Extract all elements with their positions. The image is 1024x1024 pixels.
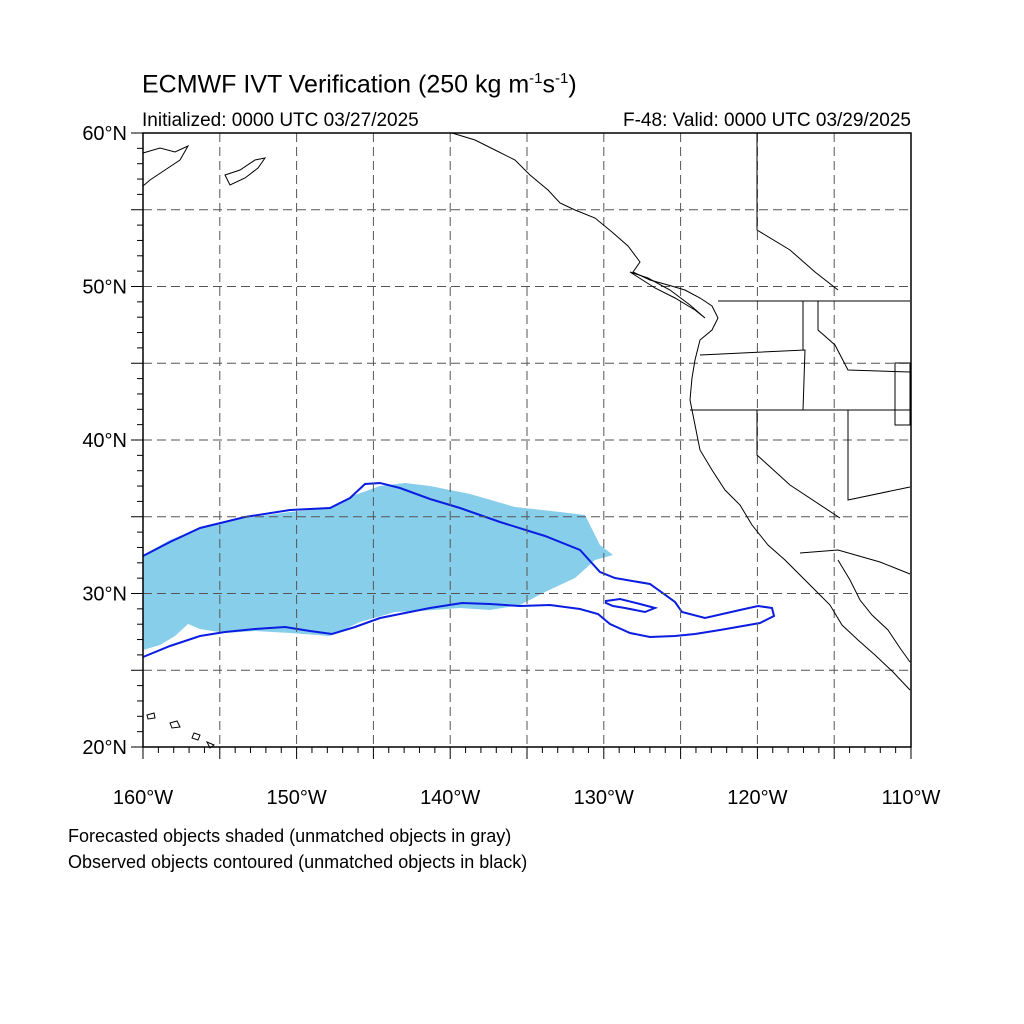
border-canada-bc-alberta [756,133,839,291]
coastline-north-america [451,132,911,691]
footnote-observed: Observed objects contoured (unmatched ob… [68,852,528,872]
title-main: ECMWF IVT Verification (250 kg m [142,70,530,99]
lat-label: 20°N [82,737,127,759]
footnote-forecast: Forecasted objects shaded (unmatched obj… [68,826,512,846]
chart-title: ECMWF IVT Verification (250 kg m-1s-1) [142,70,577,99]
lat-label: 40°N [82,430,127,452]
lon-label: 140°W [420,787,480,809]
lat-label: 30°N [82,584,127,606]
coastline-baja [837,559,911,663]
border-wyoming [894,362,911,426]
title-exponent-2: -1 [555,70,569,87]
title-close: ) [568,70,577,99]
lon-label: 160°W [113,787,173,809]
islands-hawaii [146,712,215,749]
observed-object-small-loop [605,597,659,614]
forecast-object [143,483,613,650]
islands-kodiak [224,157,267,186]
lat-label: 60°N [82,123,127,145]
title-exponent-1: -1 [529,70,543,87]
border-nevada-utah [847,410,911,501]
lon-label: 110°W [882,787,941,809]
axis-labels: 20°N 30°N 40°N 50°N 60°N 160°W 150°W 140°W 130°W… [82,123,940,809]
coastline-vancouver-island [629,271,706,319]
border-california-nevada [756,410,841,519]
lat-lon-grid [131,132,912,759]
lon-label: 130°W [574,787,634,809]
border-washington-oregon [699,349,910,411]
initialized-time: Initialized: 0000 UTC 03/27/2025 [142,110,419,131]
coastlines [142,132,911,749]
coastline-alaska [142,144,190,187]
border-us-mexico [799,549,911,575]
lat-label: 50°N [82,277,127,299]
title-unit-s: s [542,70,556,99]
observed-object-main [142,481,776,658]
lon-label: 120°W [727,787,787,809]
border-idaho [802,301,911,373]
valid-time: F-48: Valid: 0000 UTC 03/29/2025 [623,110,911,131]
lon-label: 150°W [266,787,326,809]
